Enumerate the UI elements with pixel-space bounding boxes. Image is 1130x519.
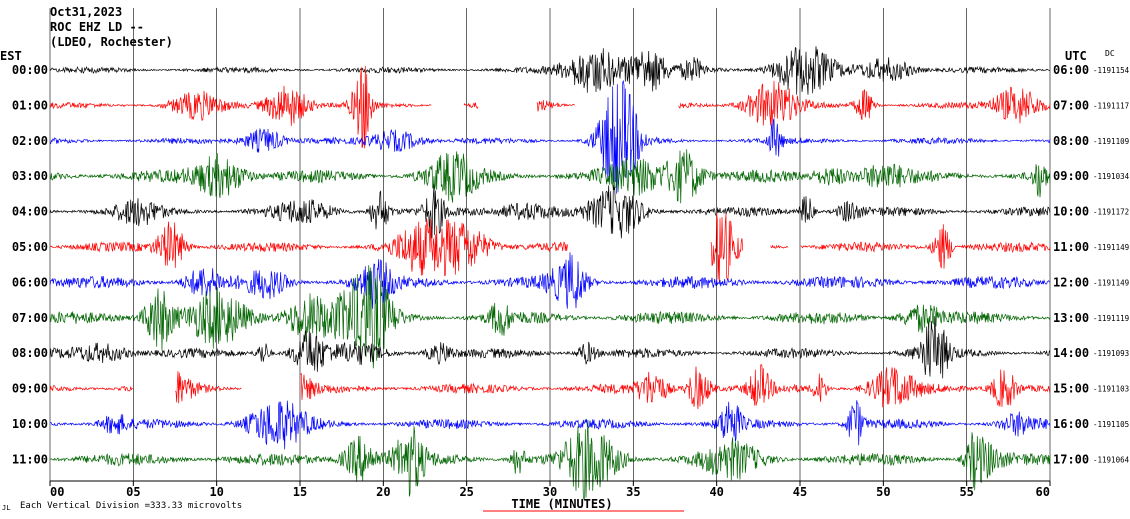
- left-hour-label: 01:00: [12, 98, 48, 112]
- trace-row-0800: [49, 316, 1051, 379]
- right-hour-label: 16:00: [1053, 417, 1089, 431]
- footer-mark: JL: [2, 504, 10, 512]
- left-hour-label: 11:00: [12, 452, 48, 466]
- trace-row-0200: [49, 79, 1051, 194]
- time-axis-title: TIME (MINUTES): [511, 497, 612, 511]
- right-timezone-label: UTC: [1065, 49, 1087, 63]
- right-hour-label: 17:00: [1053, 452, 1089, 466]
- left-hour-label: 06:00: [12, 275, 48, 289]
- right-hour-labels: 06:00 07:00 08:00 09:00 10:00 11:00 12:00 13:00…: [1053, 63, 1089, 466]
- dc-offset-label: -1191149: [1093, 243, 1129, 252]
- x-tick-label-25: 25: [459, 485, 473, 499]
- dc-offset-labels: -1191154 -1191117 -1191109 -1191034 -1191172…: [1093, 66, 1130, 464]
- header-network: (LDEO, Rochester): [50, 35, 173, 49]
- right-hour-label: 07:00: [1053, 98, 1089, 112]
- dc-offset-label: -1191117: [1093, 101, 1129, 110]
- trace-row-0300: [49, 149, 1051, 204]
- right-hour-label: 15:00: [1053, 382, 1089, 396]
- dc-offset-label: -1191154: [1093, 66, 1130, 75]
- x-tick-label-40: 40: [709, 485, 723, 499]
- x-tick-label-10: 10: [209, 485, 223, 499]
- trace-row-1000: [49, 400, 1051, 450]
- trace-row-0500: [49, 213, 1051, 283]
- x-tick-label-55: 55: [959, 485, 973, 499]
- scale-prefix: Each Vertical Division =: [20, 501, 151, 511]
- header-date: Oct31,2023: [50, 5, 122, 19]
- dc-offset-label: -1191103: [1093, 385, 1129, 394]
- left-hour-label: 09:00: [12, 382, 48, 396]
- right-hour-label: 14:00: [1053, 346, 1089, 360]
- x-tick-label-60: 60: [1036, 485, 1050, 499]
- right-hour-label: 06:00: [1053, 63, 1089, 77]
- x-tick-label-00: 00: [50, 485, 64, 499]
- dc-offset-label: -1191093: [1093, 349, 1129, 358]
- trace-row-0700: [49, 265, 1051, 369]
- trace-row-1100: [49, 420, 1051, 501]
- x-tick-label-50: 50: [876, 485, 890, 499]
- x-tick-label-30: 30: [543, 485, 557, 499]
- left-hour-label: 04:00: [12, 205, 48, 219]
- scale-value: 333.33 microvolts: [150, 501, 242, 511]
- dc-offset-label: -1191109: [1093, 137, 1129, 146]
- right-hour-label: 12:00: [1053, 275, 1089, 289]
- left-hour-label: 02:00: [12, 134, 48, 148]
- right-hour-label: 08:00: [1053, 134, 1089, 148]
- trace-row-0100: [49, 66, 1051, 149]
- dc-offset-label: -1191034: [1093, 172, 1130, 181]
- time-axis-ticks: 00 05 10 15 20 25 30 35 40 45 50 55 60: [49, 481, 1051, 499]
- x-tick-label-35: 35: [626, 485, 640, 499]
- dc-offset-label: -1191064: [1093, 455, 1130, 464]
- trace-row-0400: [49, 183, 1051, 239]
- left-hour-label: 05:00: [12, 240, 48, 254]
- right-hour-label: 10:00: [1053, 205, 1089, 219]
- trace-row-0900: [49, 363, 1051, 410]
- left-hour-label: 10:00: [12, 417, 48, 431]
- dc-offset-label: -1191119: [1093, 314, 1129, 323]
- left-hour-label: 08:00: [12, 346, 48, 360]
- left-hour-label: 00:00: [12, 63, 48, 77]
- seismic-traces: [49, 46, 1051, 501]
- right-hour-label: 11:00: [1053, 240, 1089, 254]
- trace-row-0600: [49, 252, 1051, 309]
- left-timezone-label: EST: [0, 49, 22, 63]
- right-hour-label: 09:00: [1053, 169, 1089, 183]
- dc-offset-label: -1191149: [1093, 278, 1129, 287]
- dc-offset-label: -1191105: [1093, 420, 1129, 429]
- x-tick-label-05: 05: [126, 485, 140, 499]
- left-hour-label: 07:00: [12, 311, 48, 325]
- header-station: ROC EHZ LD --: [50, 20, 144, 34]
- dc-offset-label: -1191172: [1093, 208, 1129, 217]
- x-tick-label-20: 20: [376, 485, 390, 499]
- x-tick-label-15: 15: [293, 485, 307, 499]
- dc-label: DC: [1105, 49, 1115, 58]
- x-tick-label-45: 45: [793, 485, 807, 499]
- left-hour-labels: 00:00 01:00 02:00 03:00 04:00 05:00 06:00 07:00…: [12, 63, 48, 466]
- right-hour-label: 13:00: [1053, 311, 1089, 325]
- trace-row-0000: [49, 46, 1050, 95]
- left-hour-label: 03:00: [12, 169, 48, 183]
